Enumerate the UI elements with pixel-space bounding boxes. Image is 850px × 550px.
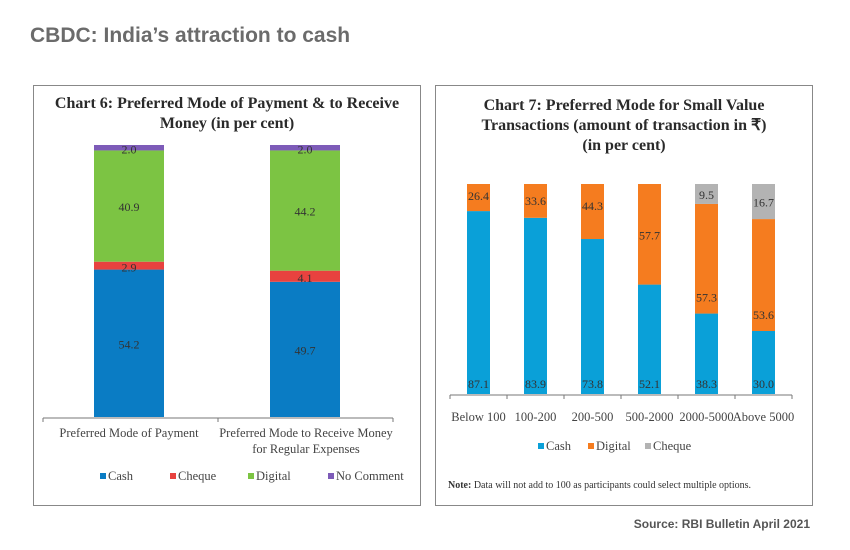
bar-cash xyxy=(467,211,490,394)
bar-cheque xyxy=(94,261,164,270)
chart-7-title-line2: Transactions (amount of transaction in ₹… xyxy=(481,117,767,134)
legend-swatch-cash xyxy=(538,443,544,449)
note-label: Note: xyxy=(448,480,471,491)
bar-cash xyxy=(638,284,661,394)
x-tick-label: for Regular Expenses xyxy=(252,442,360,456)
legend-swatch-cheque xyxy=(645,443,651,449)
legend-label-digital: Digital xyxy=(596,439,631,453)
bar-no-comment xyxy=(270,145,340,151)
legend-label-cash: Cash xyxy=(546,439,572,453)
bar-cash xyxy=(270,281,340,417)
data-label: 26.4 xyxy=(468,189,489,203)
data-label: 4.1 xyxy=(298,271,313,285)
chart-7-title: Chart 7: Preferred Mode for Small Value … xyxy=(436,96,812,156)
bar-digital xyxy=(270,150,340,271)
bar-cash xyxy=(695,313,718,394)
data-label: 33.6 xyxy=(525,194,546,208)
data-label: 87.1 xyxy=(468,377,489,391)
bar-digital xyxy=(695,203,718,314)
legend-swatch-no-comment xyxy=(328,473,334,479)
data-label: 73.8 xyxy=(582,377,603,391)
data-label: 54.2 xyxy=(119,337,140,351)
bar-digital xyxy=(524,184,547,218)
chart-note: Note: Data will not add to 100 as partic… xyxy=(448,480,751,491)
legend-label-cash: Cash xyxy=(108,469,134,483)
chart-7-title-line1: Chart 7: Preferred Mode for Small Value xyxy=(483,97,765,114)
chart-6-plot: 54.2 2.9 40.9 2.0 Preferred Mode of Payment 4… xyxy=(42,143,404,483)
bar-cheque xyxy=(752,184,775,220)
data-label: 38.3 xyxy=(696,377,717,391)
bar-cash xyxy=(752,331,775,394)
x-tick-label: Preferred Mode of Payment xyxy=(59,426,199,440)
chart-6-title-line2: Money (in per cent) xyxy=(159,115,295,132)
bar-cheque xyxy=(270,270,340,282)
x-tick-label: 100-200 xyxy=(515,410,557,424)
legend-swatch-digital xyxy=(248,473,254,479)
bar-digital xyxy=(467,184,490,212)
data-label: 2.9 xyxy=(122,261,137,275)
data-label: 53.6 xyxy=(753,308,774,322)
bar-digital xyxy=(581,184,604,240)
bar-digital xyxy=(752,219,775,331)
legend-label-cheque: Cheque xyxy=(178,469,217,483)
bar-no-comment xyxy=(94,145,164,151)
data-label: 57.3 xyxy=(696,291,717,305)
data-label: 49.7 xyxy=(295,343,316,357)
data-label: 9.5 xyxy=(699,188,714,202)
x-tick-label: Preferred Mode to Receive Money xyxy=(219,426,393,440)
legend-label-cheque: Cheque xyxy=(653,439,692,453)
bar-digital xyxy=(94,150,164,262)
chart-6-title-line1: Chart 6: Preferred Mode of Payment & to … xyxy=(54,95,400,112)
data-label: 30.0 xyxy=(753,377,774,391)
data-label: 52.1 xyxy=(639,377,660,391)
bar-cash xyxy=(581,239,604,394)
data-label: 44.2 xyxy=(295,205,316,219)
data-label: 40.9 xyxy=(119,200,140,214)
bar-digital xyxy=(638,184,661,285)
note-text: Data will not add to 100 as participants… xyxy=(471,480,751,491)
x-tick-label: 500-2000 xyxy=(626,410,674,424)
legend-swatch-digital xyxy=(588,443,594,449)
data-label: 57.7 xyxy=(639,228,660,242)
legend-label-no-comment: No Comment xyxy=(336,469,404,483)
data-label: 44.3 xyxy=(582,199,603,213)
x-tick-label: 2000-5000 xyxy=(679,410,733,424)
data-label: 83.9 xyxy=(525,377,546,391)
chart-6-title: Chart 6: Preferred Mode of Payment & to … xyxy=(34,94,420,134)
legend-label-digital: Digital xyxy=(256,469,291,483)
legend-swatch-cash xyxy=(100,473,106,479)
legend-swatch-cheque xyxy=(170,473,176,479)
bar-cash xyxy=(94,269,164,417)
chart-6-panel: Chart 6: Preferred Mode of Payment & to … xyxy=(33,85,421,506)
data-label: 16.7 xyxy=(753,196,774,210)
x-tick-label: Above 5000 xyxy=(733,410,794,424)
data-label: 2.0 xyxy=(298,143,313,157)
bar-cheque xyxy=(695,184,718,204)
page-title: CBDC: India’s attraction to cash xyxy=(30,24,351,47)
chart-7-plot: 87.1 26.4 Below 100 83.9 33.6 100-200 73.8 44.3… xyxy=(448,184,794,491)
data-label: 2.0 xyxy=(122,143,137,157)
x-tick-label: Below 100 xyxy=(451,410,506,424)
chart-7-title-line3: (in per cent) xyxy=(582,137,666,154)
chart-7-panel: Chart 7: Preferred Mode for Small Value … xyxy=(435,85,813,506)
source-note: Source: RBI Bulletin April 2021 xyxy=(633,517,810,531)
bar-cash xyxy=(524,217,547,394)
x-tick-label: 200-500 xyxy=(572,410,614,424)
